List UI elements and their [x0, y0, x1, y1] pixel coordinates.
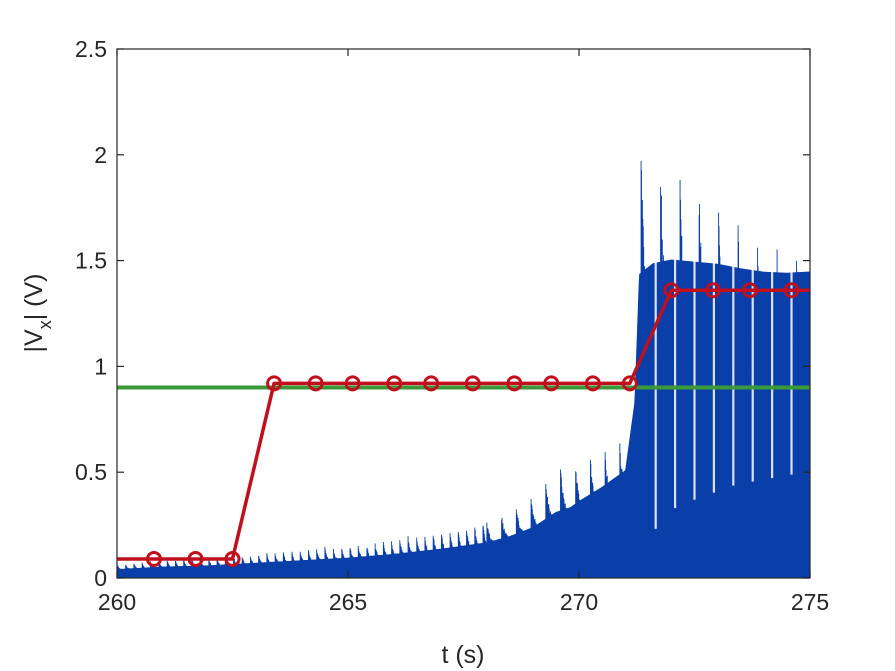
y-tick-label: 0	[94, 565, 107, 591]
amplitude-point	[584, 375, 601, 392]
y-axis-label: |Vx| (V)	[20, 274, 55, 353]
signal-spikes	[117, 160, 810, 578]
amplitude-point	[464, 375, 481, 392]
y-tick-label: 1.5	[75, 248, 107, 274]
amplitude-point	[386, 375, 403, 392]
amplitude-point	[344, 375, 361, 392]
signal-gaps	[654, 181, 810, 529]
y-tick-label: 0.5	[75, 459, 107, 485]
ticks: 260 265 270 275 0 0.5 1 1.5 2 2.5	[75, 36, 829, 615]
amplitude-point	[621, 375, 638, 392]
amplitude-point	[783, 282, 800, 299]
y-tick-label: 1	[94, 353, 107, 379]
amplitude-line	[117, 288, 810, 561]
plot-frame	[116, 48, 811, 579]
amplitude-point	[663, 282, 680, 299]
amplitude-point	[704, 282, 721, 299]
x-tick-label: 275	[791, 589, 829, 615]
y-tick-label: 2.5	[75, 36, 107, 62]
amplitude-point	[187, 550, 204, 567]
amplitude-point	[145, 550, 162, 567]
x-tick-label: 265	[329, 589, 367, 615]
amplitude-point	[506, 375, 523, 392]
amplitude-point	[423, 375, 440, 392]
x-tick-label: 270	[560, 589, 598, 615]
amplitude-point	[307, 375, 324, 392]
x-axis-label: t (s)	[441, 641, 484, 669]
amplitude-point	[224, 550, 241, 567]
x-tick-label: 260	[98, 589, 136, 615]
axes	[116, 48, 811, 579]
y-tick-label: 2	[94, 142, 107, 168]
amplitude-point	[266, 375, 283, 392]
amplitude-point	[543, 375, 560, 392]
amplitude-point	[741, 282, 758, 299]
